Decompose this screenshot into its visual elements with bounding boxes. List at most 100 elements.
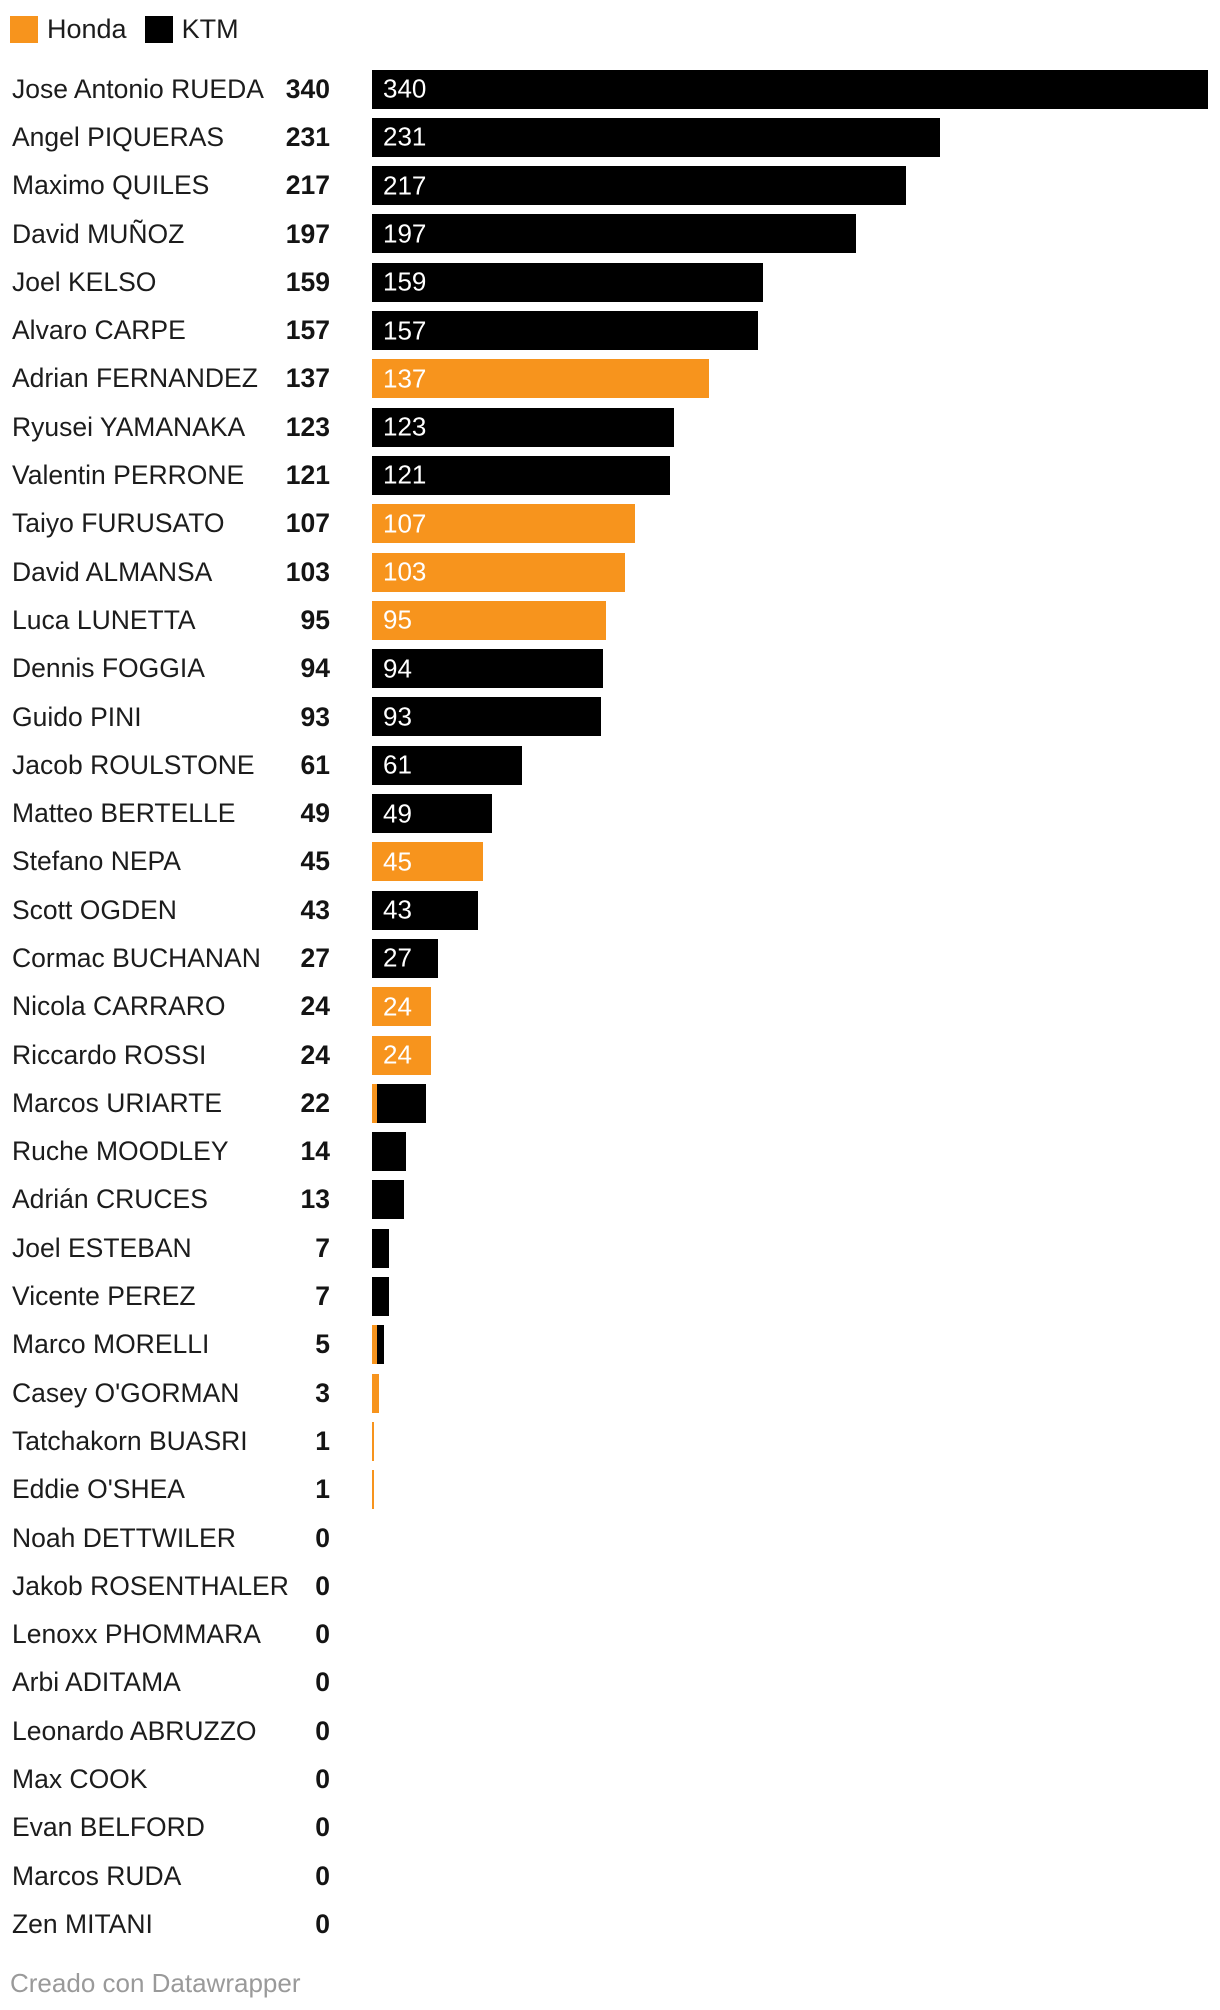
rider-points: 1: [315, 1474, 330, 1505]
bar-segment-honda: [372, 359, 709, 399]
legend-label-ktm: KTM: [181, 14, 239, 44]
rider-row: Casey O'GORMAN 3: [0, 1369, 1220, 1417]
legend-swatch-ktm: [144, 16, 173, 43]
bar-segment-ktm: [372, 745, 522, 785]
rider-points: 107: [285, 508, 330, 539]
bar-track: [372, 1760, 1208, 1799]
bar-value-label: 103: [383, 556, 427, 587]
rider-name: Riccardo ROSSI: [12, 1039, 207, 1070]
rider-points: 0: [315, 1764, 330, 1795]
rider-row: Marcos URIARTE 22: [0, 1079, 1220, 1127]
bar-value-label: 107: [383, 508, 427, 539]
rider-points: 103: [285, 556, 330, 587]
rider-name: Jakob ROSENTHALER: [12, 1570, 289, 1601]
bar-track: 95: [372, 600, 1208, 640]
bar-track: 340: [372, 69, 1208, 109]
bar-track: 107: [372, 504, 1208, 544]
rider-points: 61: [300, 749, 330, 780]
rider-name: Stefano NEPA: [12, 846, 181, 877]
bar-track: [372, 1180, 1208, 1220]
rider-row: Marco MORELLI 5: [0, 1321, 1220, 1369]
rider-points: 197: [285, 218, 330, 249]
bar-track: 27: [372, 938, 1208, 978]
bar-segment-honda: [372, 504, 636, 544]
bar-track: [372, 1132, 1208, 1172]
rider-row: Noah DETTWILER 0: [0, 1514, 1220, 1562]
legend-item-ktm: KTM: [144, 14, 239, 45]
bar-segment-ktm: [372, 890, 478, 930]
rider-row: Nicola CARRARO 24 24: [0, 983, 1220, 1031]
rider-points: 0: [315, 1619, 330, 1650]
bar-track: 49: [372, 794, 1208, 834]
bar-track: 103: [372, 552, 1208, 592]
rider-row: Jose Antonio RUEDA 340 340: [0, 65, 1220, 113]
bar-value-label: 94: [383, 653, 412, 684]
rider-points: 137: [285, 363, 330, 394]
rider-points: 121: [285, 460, 330, 491]
bar-track: 231: [372, 117, 1208, 157]
bar-segment-ktm: [372, 1132, 407, 1172]
bar-track: 121: [372, 455, 1208, 495]
bar-segment-ktm: [376, 1083, 427, 1123]
rider-name: Leonardo ABRUZZO: [12, 1715, 257, 1746]
rider-points: 0: [315, 1812, 330, 1843]
bar-segment-ktm: [372, 455, 670, 495]
legend: Honda KTM: [10, 14, 239, 45]
rider-row: Valentin PERRONE 121 121: [0, 451, 1220, 499]
bar-segment-ktm: [372, 794, 493, 834]
rider-name: Alvaro CARPE: [12, 315, 186, 346]
rider-row: Arbi ADITAMA 0: [0, 1659, 1220, 1707]
bar-track: [372, 1228, 1208, 1268]
rider-row: Riccardo ROSSI 24 24: [0, 1031, 1220, 1079]
attribution-text: Creado con Datawrapper: [10, 1968, 301, 1998]
bar-track: 45: [372, 842, 1208, 882]
bar-track: [372, 1325, 1208, 1365]
bar-track: 197: [372, 214, 1208, 254]
rider-points: 157: [285, 315, 330, 346]
rider-name: Lenoxx PHOMMARA: [12, 1619, 261, 1650]
bar-track: [372, 1615, 1208, 1654]
bar-segment-honda: [372, 842, 483, 882]
rider-points: 0: [315, 1667, 330, 1698]
rider-row: Vicente PEREZ 7: [0, 1272, 1220, 1320]
rider-name: David ALMANSA: [12, 556, 213, 587]
rider-name: Adrián CRUCES: [12, 1184, 208, 1215]
rider-row: Zen MITANI 0: [0, 1900, 1220, 1948]
bar-value-label: 43: [383, 894, 412, 925]
rider-name: Vicente PEREZ: [12, 1281, 196, 1312]
bar-track: [372, 1905, 1208, 1944]
rider-name: Marcos RUDA: [12, 1860, 182, 1891]
rider-points: 123: [285, 411, 330, 442]
rider-row: Matteo BERTELLE 49 49: [0, 789, 1220, 837]
rider-points: 24: [300, 1039, 330, 1070]
bar-segment-ktm: [372, 166, 906, 206]
rider-name: Adrian FERNANDEZ: [12, 363, 258, 394]
rider-row: Leonardo ABRUZZO 0: [0, 1707, 1220, 1755]
bar-track: [372, 1470, 1208, 1510]
rider-points: 1: [315, 1425, 330, 1456]
rider-name: Max COOK: [12, 1764, 148, 1795]
bar-track: [372, 1712, 1208, 1751]
bar-value-label: 197: [383, 218, 427, 249]
rider-name: Evan BELFORD: [12, 1812, 205, 1843]
bar-value-label: 121: [383, 459, 427, 490]
bar-segment-ktm: [372, 1180, 404, 1220]
rider-name: Jose Antonio RUEDA: [12, 73, 264, 104]
rider-name: Marcos URIARTE: [12, 1087, 223, 1118]
rider-name: Marco MORELLI: [12, 1329, 210, 1360]
rider-name: Jacob ROULSTONE: [12, 749, 255, 780]
rider-row: Max COOK 0: [0, 1755, 1220, 1803]
bar-track: 61: [372, 745, 1208, 785]
bar-segment-ktm: [372, 69, 1208, 109]
rider-row: Alvaro CARPE 157 157: [0, 306, 1220, 354]
bar-segment-honda: [372, 1325, 377, 1365]
bar-segment-honda: [372, 1470, 375, 1510]
bar-segment-ktm: [372, 311, 759, 351]
bar-track: [372, 1808, 1208, 1847]
rider-points: 3: [315, 1377, 330, 1408]
bar-value-label: 137: [383, 363, 427, 394]
legend-item-honda: Honda: [10, 14, 127, 45]
bar-track: [372, 1277, 1208, 1317]
bar-segment-ktm: [372, 938, 439, 978]
rider-points: 159: [285, 266, 330, 297]
